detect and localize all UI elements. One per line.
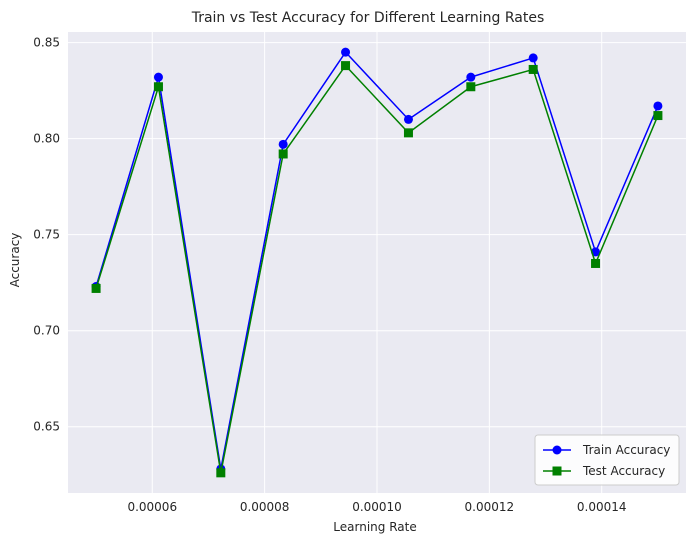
data-point [278,139,288,149]
series-2 [91,61,663,478]
data-point [653,101,663,111]
series-layer [91,47,663,478]
data-point [653,111,663,121]
data-point [466,82,476,92]
legend-train-label: Train Accuracy [582,443,670,457]
data-point [466,72,476,82]
x-tick-label: 0.00008 [240,500,290,514]
y-tick-label: 0.75 [33,228,60,242]
data-point [216,468,226,478]
y-tick-label: 0.80 [33,132,60,146]
series-line [95,64,659,474]
y-tick-label: 0.85 [33,36,60,50]
grid [68,32,686,493]
x-axis-title: Learning Rate [333,520,416,534]
x-tick-label: 0.00010 [352,500,402,514]
data-point [528,53,538,63]
y-tick-label: 0.65 [33,420,60,434]
x-tick-label: 0.00014 [577,500,627,514]
data-point [341,61,351,71]
legend-train-marker [552,445,562,455]
series-line [95,51,659,470]
data-point [403,128,413,138]
legend-box [534,434,680,486]
legend: Train Accuracy Test Accuracy [534,434,680,486]
data-point [403,114,413,124]
data-point [91,283,101,293]
y-axis-title: Accuracy [8,233,22,288]
data-point [591,258,601,268]
tick-labels: 0.00006 0.00008 0.00010 0.00012 0.00014 0.65 0… [33,36,626,514]
legend-test-label: Test Accuracy [582,464,665,478]
x-tick-label: 0.00006 [127,500,177,514]
data-point [153,82,163,92]
legend-test-marker [552,466,562,476]
y-tick-label: 0.70 [33,324,60,338]
data-point [528,64,538,74]
data-point [341,47,351,57]
data-point [153,72,163,82]
chart-title: Train vs Test Accuracy for Different Lea… [191,10,545,26]
data-point [278,149,288,159]
x-tick-label: 0.00012 [465,500,515,514]
